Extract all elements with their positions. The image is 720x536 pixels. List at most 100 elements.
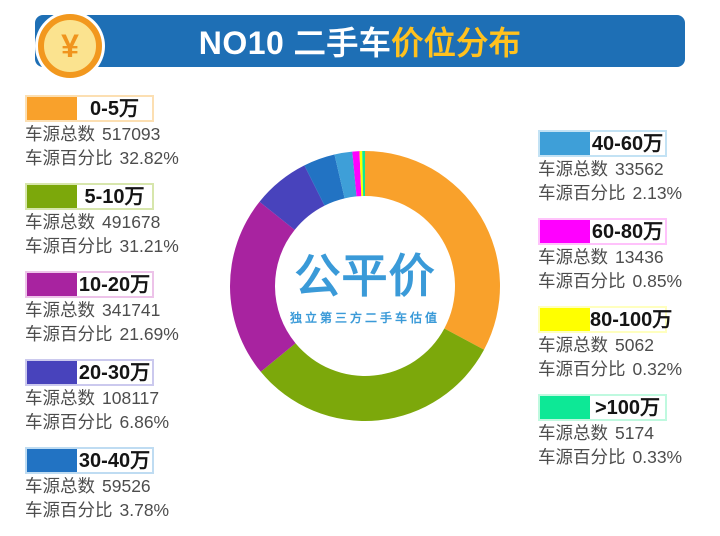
total-prefix: 车源总数 — [25, 300, 95, 320]
legend-range-label: 10-20万 — [78, 273, 151, 296]
percent-value: 6.86% — [119, 412, 170, 432]
yuan-symbol: ¥ — [61, 28, 79, 64]
logo-name: 公平价 — [294, 250, 436, 302]
percent-value: 0.85% — [632, 271, 683, 291]
percent-value: 31.21% — [119, 236, 179, 256]
total-prefix: 车源总数 — [538, 159, 608, 179]
legend-label-box: 30-40万 — [25, 447, 154, 474]
legend-item: >100万 车源总数 5174 车源百分比 0.33% — [538, 394, 718, 469]
legend-range-label: 60-80万 — [591, 220, 664, 243]
legend-left: 0-5万 车源总数 517093 车源百分比 32.82% 5-10万 车源总数 49… — [25, 95, 225, 535]
legend-range-label: 30-40万 — [78, 449, 151, 472]
total-prefix: 车源总数 — [25, 476, 95, 496]
legend-total-line: 车源总数 5174 — [538, 421, 718, 445]
legend-total-line: 车源总数 517093 — [25, 122, 225, 146]
total-prefix: 车源总数 — [538, 247, 608, 267]
legend-total-line: 车源总数 491678 — [25, 210, 225, 234]
legend-color-swatch — [27, 273, 77, 296]
legend-color-swatch — [27, 449, 77, 472]
total-prefix: 车源总数 — [25, 212, 95, 232]
legend-percent-line: 车源百分比 21.69% — [25, 322, 225, 346]
legend-label-box: 20-30万 — [25, 359, 154, 386]
percent-prefix: 车源百分比 — [538, 183, 626, 203]
total-prefix: 车源总数 — [538, 423, 608, 443]
percent-prefix: 车源百分比 — [538, 359, 626, 379]
donut-slice-5-10万 — [260, 328, 485, 422]
total-prefix: 车源总数 — [538, 335, 608, 355]
legend-color-swatch — [27, 361, 77, 384]
donut-slice-60-80万 — [352, 151, 362, 197]
donut-slice-40-60万 — [334, 151, 357, 199]
legend-item: 20-30万 车源总数 108117 车源百分比 6.86% — [25, 359, 225, 434]
legend-total-line: 车源总数 59526 — [25, 474, 225, 498]
total-prefix: 车源总数 — [25, 124, 95, 144]
legend-color-swatch — [27, 97, 77, 120]
total-prefix: 车源总数 — [25, 388, 95, 408]
donut-slice-10-20万 — [229, 201, 296, 372]
legend-label-box: 60-80万 — [538, 218, 667, 245]
legend-item: 0-5万 车源总数 517093 车源百分比 32.82% — [25, 95, 225, 170]
legend-total-line: 车源总数 33562 — [538, 157, 718, 181]
legend-percent-line: 车源百分比 0.85% — [538, 269, 718, 293]
header-bar: NO10 二手车价位分布 — [35, 15, 685, 67]
total-value: 13436 — [615, 247, 664, 267]
legend-range-label: 80-100万 — [590, 308, 673, 331]
total-value: 517093 — [102, 124, 161, 144]
percent-value: 0.33% — [632, 447, 683, 467]
legend-percent-line: 车源百分比 3.78% — [25, 498, 225, 522]
legend-label-box: 80-100万 — [538, 306, 672, 333]
legend-item: 10-20万 车源总数 341741 车源百分比 21.69% — [25, 271, 225, 346]
legend-total-line: 车源总数 5062 — [538, 333, 718, 357]
donut-slice-30-40万 — [304, 154, 345, 206]
donut-slice-20-30万 — [259, 165, 325, 230]
percent-value: 32.82% — [119, 148, 179, 168]
total-value: 341741 — [102, 300, 161, 320]
legend-label-box: >100万 — [538, 394, 667, 421]
percent-prefix: 车源百分比 — [538, 271, 626, 291]
donut-chart — [229, 150, 501, 422]
percent-prefix: 车源百分比 — [538, 447, 626, 467]
legend-total-line: 车源总数 13436 — [538, 245, 718, 269]
legend-label-box: 5-10万 — [25, 183, 154, 210]
legend-color-swatch — [540, 396, 590, 419]
donut-slice->100万 — [362, 151, 365, 197]
total-value: 59526 — [102, 476, 151, 496]
legend-label-box: 40-60万 — [538, 130, 667, 157]
legend-total-line: 车源总数 341741 — [25, 298, 225, 322]
total-value: 491678 — [102, 212, 161, 232]
title-main: NO10 二手车 — [198, 25, 392, 61]
percent-prefix: 车源百分比 — [25, 500, 113, 520]
legend-color-swatch — [27, 185, 77, 208]
legend-label-box: 0-5万 — [25, 95, 154, 122]
legend-range-label: 5-10万 — [84, 185, 145, 208]
donut-slice-0-5万 — [365, 151, 501, 350]
percent-prefix: 车源百分比 — [25, 412, 113, 432]
donut-chart-svg — [229, 151, 501, 422]
legend-color-swatch — [540, 220, 590, 243]
legend-percent-line: 车源百分比 0.32% — [538, 357, 718, 381]
legend-percent-line: 车源百分比 2.13% — [538, 181, 718, 205]
center-logo: 公平价 独立第三方二手车估值 — [255, 252, 475, 326]
legend-percent-line: 车源百分比 32.82% — [25, 146, 225, 170]
percent-value: 0.32% — [632, 359, 683, 379]
legend-total-line: 车源总数 108117 — [25, 386, 225, 410]
legend-range-label: 20-30万 — [78, 361, 151, 384]
legend-range-label: >100万 — [594, 396, 661, 419]
legend-color-swatch — [540, 308, 590, 331]
percent-value: 3.78% — [119, 500, 170, 520]
legend-item: 30-40万 车源总数 59526 车源百分比 3.78% — [25, 447, 225, 522]
legend-item: 5-10万 车源总数 491678 车源百分比 31.21% — [25, 183, 225, 258]
percent-prefix: 车源百分比 — [25, 324, 113, 344]
legend-right: 40-60万 车源总数 33562 车源百分比 2.13% 60-80万 车源总数 1… — [538, 130, 718, 482]
total-value: 33562 — [615, 159, 664, 179]
legend-label-box: 10-20万 — [25, 271, 154, 298]
legend-color-swatch — [540, 132, 590, 155]
page-title: NO10 二手车价位分布 — [199, 18, 522, 64]
yuan-coin-icon: ¥ — [38, 14, 102, 78]
percent-prefix: 车源百分比 — [25, 148, 113, 168]
legend-item: 40-60万 车源总数 33562 车源百分比 2.13% — [538, 130, 718, 205]
donut-slice-80-100万 — [359, 151, 364, 197]
legend-range-label: 40-60万 — [591, 132, 664, 155]
total-value: 5062 — [615, 335, 654, 355]
